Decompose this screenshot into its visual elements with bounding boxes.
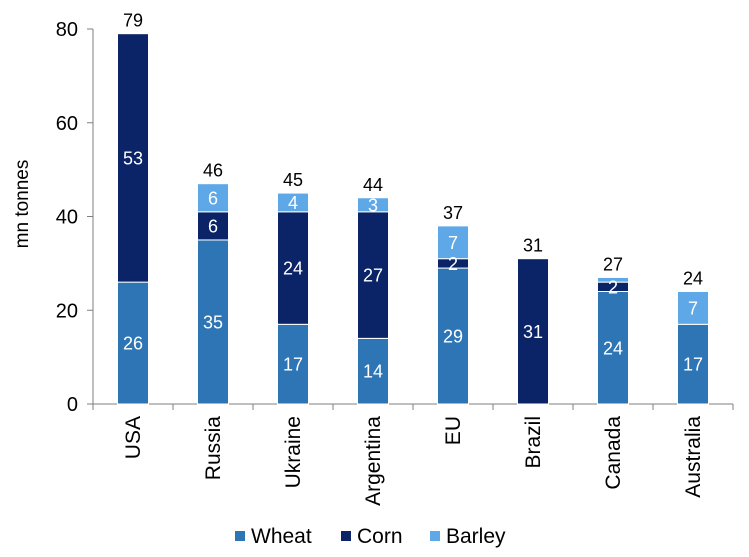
bar-total-label: 79 xyxy=(123,11,143,31)
legend-swatch-wheat xyxy=(235,531,245,541)
x-category-label: Brazil xyxy=(522,416,545,469)
bar-segment-corn xyxy=(517,258,549,405)
bar-segment-wheat xyxy=(677,323,709,405)
bar-segment-barley xyxy=(677,291,709,325)
bar-total-label: 37 xyxy=(443,203,463,223)
bar-segment-corn xyxy=(117,33,149,283)
segment-value-label: 6 xyxy=(208,216,218,236)
legend-label-wheat: Wheat xyxy=(251,525,312,548)
segment-value-label: 35 xyxy=(203,312,223,332)
legend-label-barley: Barley xyxy=(446,525,506,548)
segment-value-label: 24 xyxy=(283,259,303,279)
chart-axes: 0 20 40 60 80 xyxy=(56,19,734,416)
bar-segment-wheat xyxy=(197,239,229,405)
bar-segment-wheat xyxy=(357,337,389,405)
x-category-label: EU xyxy=(442,416,465,445)
y-tick-label: 0 xyxy=(67,394,78,416)
x-category-label: Argentina xyxy=(362,416,385,506)
bar-total-label: 46 xyxy=(203,161,223,181)
bar-segment-corn xyxy=(197,211,229,241)
y-tick-label: 20 xyxy=(56,300,78,322)
legend-label-corn: Corn xyxy=(357,525,403,548)
chart-labels: 265379USA356646Russia1724445Ukraine14273… xyxy=(122,11,705,506)
x-category-label: Russia xyxy=(202,416,225,481)
x-category-label: Ukraine xyxy=(282,416,305,488)
y-tick-label: 80 xyxy=(56,19,78,41)
y-axis-label: mn tonnes xyxy=(12,160,33,249)
bar-total-label: 31 xyxy=(523,236,543,256)
legend-swatch-corn xyxy=(341,531,351,541)
bar-segment-barley xyxy=(597,276,629,283)
segment-value-label: 24 xyxy=(603,338,623,358)
bar-total-label: 27 xyxy=(603,254,623,274)
bar-segment-barley xyxy=(357,197,389,213)
segment-value-label: 27 xyxy=(363,266,383,286)
bar-segment-wheat xyxy=(597,291,629,405)
bar-segment-barley xyxy=(277,192,309,213)
chart-legend: Wheat Corn Barley xyxy=(235,525,506,548)
segment-value-label: 26 xyxy=(123,334,143,354)
x-category-label: Canada xyxy=(602,416,625,490)
y-tick-label: 40 xyxy=(56,207,78,229)
bar-segment-barley xyxy=(437,225,469,260)
segment-value-label: 17 xyxy=(683,355,703,375)
x-category-label: Australia xyxy=(682,416,705,498)
segment-value-label: 29 xyxy=(443,327,463,347)
segment-value-label: 17 xyxy=(283,355,303,375)
bar-total-label: 45 xyxy=(283,170,303,190)
segment-value-label: 14 xyxy=(363,362,383,382)
segment-value-label: 53 xyxy=(123,148,143,168)
segment-value-label: 31 xyxy=(523,322,543,342)
segment-value-label: 4 xyxy=(288,193,298,213)
bar-total-label: 24 xyxy=(683,269,703,289)
segment-value-label: 7 xyxy=(448,233,458,253)
segment-value-label: 3 xyxy=(368,195,378,215)
segment-value-label: 6 xyxy=(208,188,218,208)
x-category-label: USA xyxy=(122,416,145,459)
bar-segment-wheat xyxy=(277,323,309,405)
legend-swatch-barley xyxy=(430,531,440,541)
y-tick-label: 60 xyxy=(56,113,78,135)
bar-segment-wheat xyxy=(117,281,149,405)
segment-value-label: 2 xyxy=(608,277,618,297)
bar-total-label: 44 xyxy=(363,175,383,195)
chart-bars xyxy=(117,33,709,405)
segment-value-label: 2 xyxy=(448,254,458,274)
segment-value-label: 7 xyxy=(688,298,698,318)
bar-segment-barley xyxy=(197,183,229,213)
